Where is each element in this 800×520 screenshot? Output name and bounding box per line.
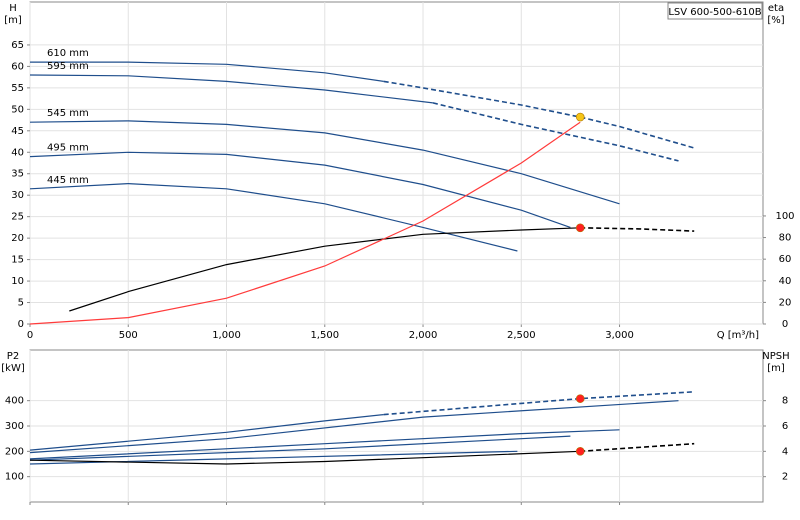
curve-label: 495 mm <box>47 143 89 154</box>
y-tick-label: 15 <box>11 255 24 266</box>
y2-axis-unit: [m] <box>767 363 785 374</box>
y2-tick-label: 4 <box>782 446 788 457</box>
series-line <box>29 414 384 451</box>
series-line <box>29 120 620 205</box>
x-tick-label: 2,500 <box>507 330 536 341</box>
x-axis-label: Q [m³/h] <box>717 330 759 341</box>
y-tick-label: 45 <box>11 126 24 137</box>
series-line <box>29 151 571 228</box>
series-line <box>29 435 571 461</box>
y-tick-label: 20 <box>11 233 24 244</box>
y2-tick-label: 40 <box>779 276 792 287</box>
y-tick-label: 55 <box>11 83 24 94</box>
curve-label: 445 mm <box>47 175 89 186</box>
y-tick-label: 30 <box>11 190 24 201</box>
y2-tick-label: 6 <box>782 421 788 432</box>
x-tick-label: 1,000 <box>212 330 241 341</box>
y-tick-label: 5 <box>18 298 24 309</box>
y-tick-label: 35 <box>11 169 24 180</box>
y2-tick-label: 2 <box>782 472 788 483</box>
y-tick-label: 200 <box>5 446 24 457</box>
series-line <box>30 61 384 82</box>
series-line <box>383 80 695 149</box>
chart-title: LSV 600-500-610B <box>668 7 761 18</box>
y-tick-label: 10 <box>11 276 24 287</box>
curve-label: 545 mm <box>47 108 89 119</box>
y-tick-label: 50 <box>11 104 24 115</box>
series-line <box>383 391 695 416</box>
y-tick-label: 40 <box>11 147 24 158</box>
plot-frame <box>29 1 764 325</box>
y2-tick-label: 0 <box>782 319 788 330</box>
curve-label: 610 mm <box>47 48 89 59</box>
x-tick-label: 3,000 <box>605 330 634 341</box>
series-line <box>29 74 433 104</box>
series-line <box>580 227 695 232</box>
y-axis-unit: [m] <box>4 15 22 26</box>
duty-point <box>575 112 585 122</box>
y-tick-label: 300 <box>5 421 24 432</box>
y-tick-label: 400 <box>5 396 24 407</box>
title-box <box>667 2 763 20</box>
y-tick-label: 25 <box>11 212 24 223</box>
curve-label: 595 mm <box>47 61 89 72</box>
duty-point <box>575 223 585 233</box>
x-tick-label: 0 <box>27 330 33 341</box>
y2-tick-label: 80 <box>779 233 792 244</box>
series-line <box>29 450 518 465</box>
series-line <box>69 227 581 312</box>
y-tick-label: 100 <box>5 472 24 483</box>
y2-tick-label: 100 <box>775 211 794 222</box>
y2-tick-label: 60 <box>779 254 792 265</box>
y2-tick-label: 20 <box>779 297 792 308</box>
series-line <box>29 121 581 325</box>
series-line <box>29 450 581 465</box>
y-axis-label: P2 <box>7 351 19 362</box>
y2-tick-label: 8 <box>782 396 788 407</box>
x-tick-label: 2,000 <box>409 330 438 341</box>
duty-point <box>575 447 585 456</box>
y-axis-label: H <box>9 3 17 14</box>
y-tick-label: 65 <box>11 40 24 51</box>
y2-axis-label: NPSH <box>762 351 789 362</box>
series-line <box>29 429 620 460</box>
y-tick-label: 60 <box>11 61 24 72</box>
series-line <box>29 182 518 252</box>
y-axis-unit: [kW] <box>1 363 25 374</box>
y2-axis-unit: [%] <box>767 15 784 26</box>
y2-axis-label: eta <box>768 3 784 14</box>
x-tick-label: 1,500 <box>310 330 339 341</box>
duty-point <box>575 394 585 403</box>
x-tick-label: 500 <box>119 330 138 341</box>
series-line <box>29 400 679 454</box>
series-line <box>580 442 695 453</box>
y-tick-label: 0 <box>18 319 24 330</box>
